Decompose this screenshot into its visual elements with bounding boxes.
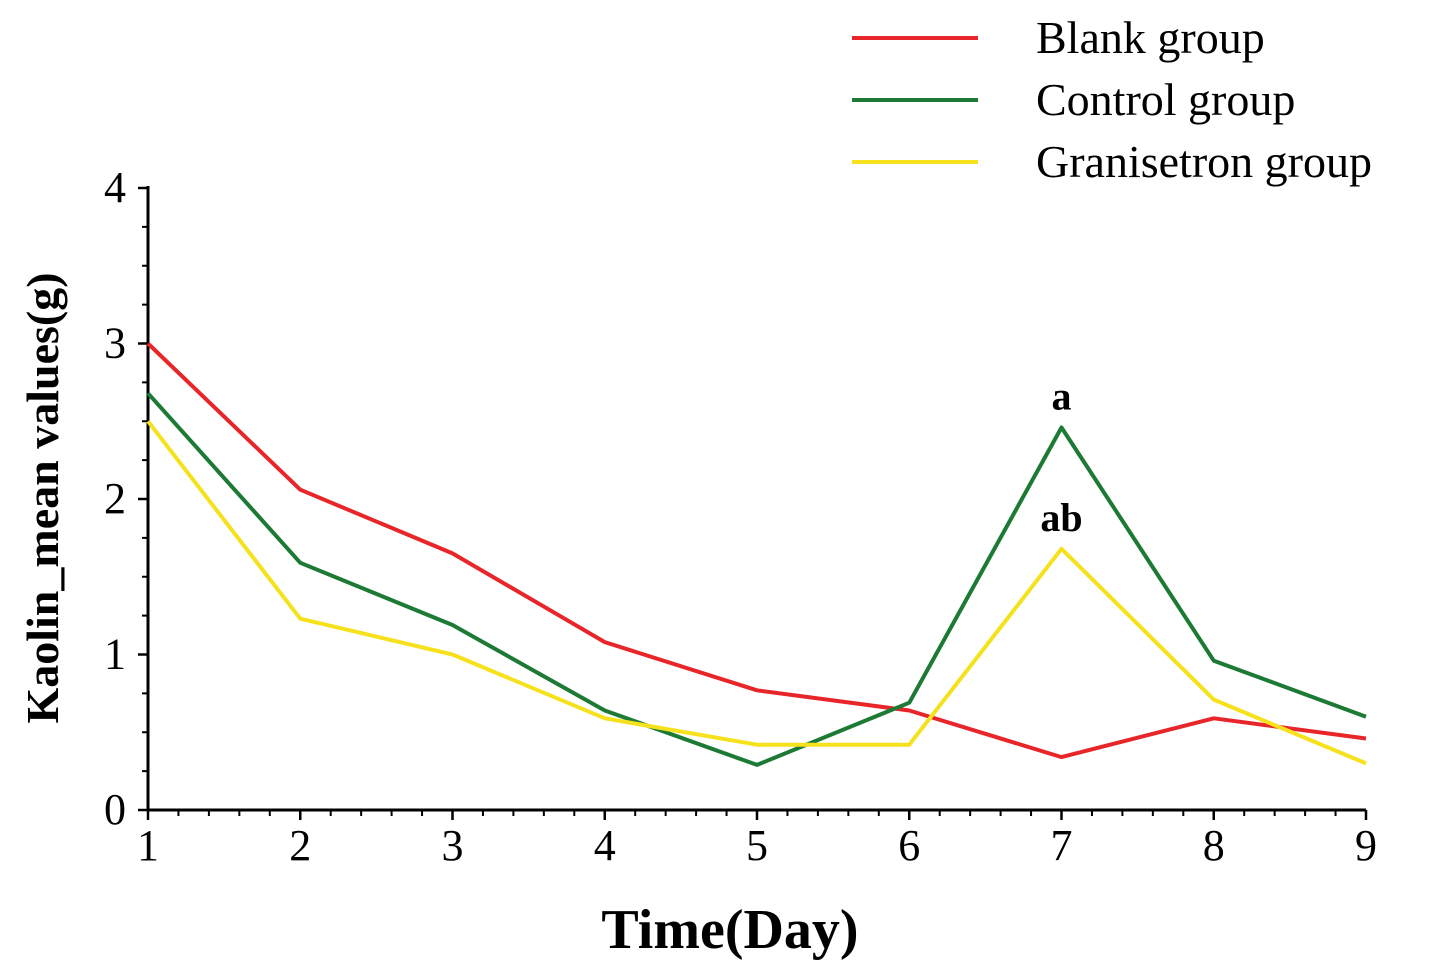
x-tick-label: 4 — [594, 821, 616, 870]
annotation-label: a — [1052, 373, 1072, 418]
y-tick-label: 1 — [104, 630, 126, 679]
y-axis-title: Kaolin_mean values(g) — [17, 272, 68, 723]
series-line-control-group — [146, 391, 1367, 767]
x-tick-label: 6 — [898, 821, 920, 870]
y-ticks: 0 1 2 3 4 — [104, 163, 148, 834]
series-line-granisetron-group — [146, 420, 1367, 766]
annotations: a ab — [1040, 373, 1082, 539]
x-tick-label: 9 — [1355, 821, 1377, 870]
annotation-label: ab — [1040, 495, 1082, 540]
series-lines — [146, 342, 1367, 767]
y-tick-label: 2 — [104, 474, 126, 523]
x-tick-label: 2 — [289, 821, 311, 870]
x-tick-label: 7 — [1051, 821, 1073, 870]
x-tick-label: 3 — [442, 821, 464, 870]
x-tick-label: 8 — [1203, 821, 1225, 870]
x-tick-label: 1 — [137, 821, 159, 870]
legend-label-control-group: Control group — [1036, 74, 1295, 125]
legend-label-granisetron-group: Granisetron group — [1036, 136, 1372, 187]
x-ticks: 1 2 3 4 5 6 7 8 9 — [137, 810, 1377, 870]
y-tick-label: 0 — [104, 785, 126, 834]
legend-label-blank-group: Blank group — [1036, 12, 1265, 63]
legend: Blank group Control group Granisetron grou… — [852, 12, 1372, 187]
y-tick-label: 3 — [104, 319, 126, 368]
y-tick-label: 4 — [104, 163, 126, 212]
x-axis-title: Time(Day) — [601, 899, 858, 961]
x-tick-label: 5 — [746, 821, 768, 870]
series-line-blank-group — [146, 342, 1367, 760]
